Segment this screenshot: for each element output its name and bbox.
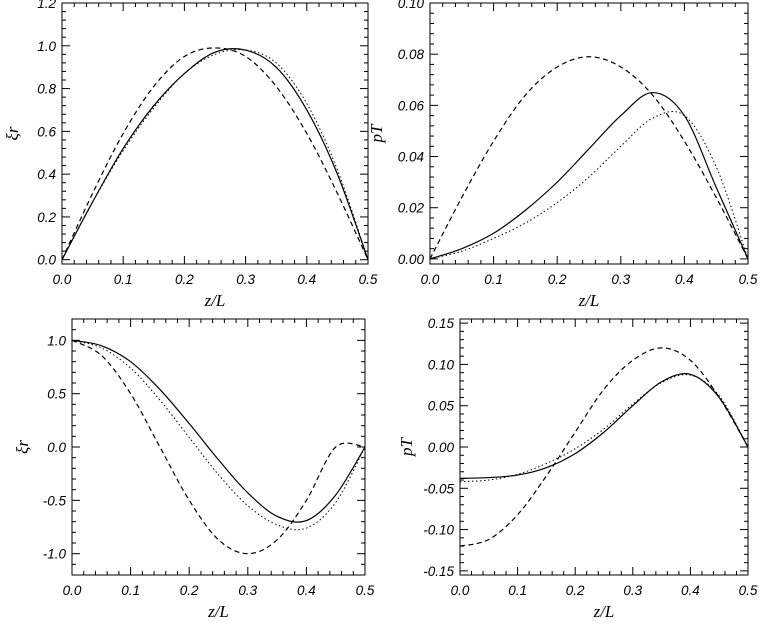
x-axis-label: z/L [578, 291, 600, 310]
solid-series-line [429, 91, 749, 260]
x-tick-label: 0.2 [180, 583, 199, 598]
x-tick-label: 0.2 [548, 272, 567, 287]
top-left-panel: 0.0 0.1 0.2 0.3 0.4 0.5 0.0 0.2 0.4 0.6 0.8 1.0 1.2 z… [3, 0, 378, 310]
x-tick-label: 0.1 [484, 272, 503, 287]
y-tick-label: 0.02 [398, 201, 425, 216]
x-tick-label: 0.5 [359, 272, 378, 287]
x-tick-label: 0.4 [681, 583, 700, 598]
x-tick-label: 0.5 [739, 272, 758, 287]
x-tick-label: 0.3 [238, 583, 257, 598]
y-tick-label: 0.10 [398, 0, 425, 11]
dotted-series-line [459, 374, 749, 483]
y-axis-label: ξr [13, 440, 32, 454]
x-tick-label: 0.3 [611, 272, 630, 287]
x-tick-label: 0.4 [297, 272, 316, 287]
x-tick-label: 0.4 [297, 583, 316, 598]
bottom-right-panel: 0.0 0.1 0.2 0.3 0.4 0.5 -0.15 -0.10 -0.05 0.00 0.0… [397, 316, 758, 621]
y-tick-label: 0.10 [428, 357, 455, 372]
y-tick-label: 0.05 [428, 399, 455, 414]
y-tick-label: 0.00 [398, 252, 425, 267]
y-axis-label: ξr [3, 126, 22, 140]
dashed-series-line [71, 339, 366, 555]
x-tick-label: 0.2 [175, 272, 194, 287]
plot-frame [61, 2, 369, 265]
plot-frame [71, 318, 366, 576]
y-tick-label: 0.6 [37, 124, 56, 139]
y-tick-label: 0.4 [37, 167, 56, 182]
x-tick-label: 0.5 [356, 583, 375, 598]
plot-frame [459, 318, 749, 576]
dotted-series-line [429, 110, 749, 260]
top-right-panel: 0.0 0.1 0.2 0.3 0.4 0.5 0.00 0.02 0.04 0.06 0.08 0.… [367, 0, 758, 310]
x-axis-label: z/L [204, 291, 226, 310]
x-tick-label: 0.3 [623, 583, 642, 598]
x-tick-label: 0.1 [508, 583, 527, 598]
y-tick-label: 0.8 [37, 82, 56, 97]
x-tick-label: 0.2 [566, 583, 585, 598]
dashed-series-line [429, 56, 749, 260]
y-tick-label: -0.10 [423, 523, 454, 538]
solid-series-line [459, 373, 749, 479]
y-tick-label: -0.15 [423, 564, 454, 579]
y-tick-label: 0.0 [37, 253, 56, 268]
y-tick-label: 0.06 [398, 98, 425, 113]
bottom-left-panel: 0.0 0.1 0.2 0.3 0.4 0.5 -1.0 -0.5 0.0 0.5 1.0 z/L ξr [13, 318, 375, 621]
y-tick-label: 0.15 [428, 316, 455, 331]
y-tick-label: 1.0 [47, 333, 66, 348]
x-tick-label: 0.1 [121, 583, 140, 598]
y-tick-label: 0.08 [398, 47, 425, 62]
solid-series-line [71, 339, 366, 523]
x-tick-label: 0.4 [675, 272, 694, 287]
x-tick-label: 0.3 [236, 272, 255, 287]
y-axis-label: pT [367, 123, 386, 144]
dotted-series-line [71, 339, 366, 531]
x-tick-label: 0.5 [739, 583, 758, 598]
x-tick-label: 0.0 [451, 583, 470, 598]
y-tick-label: -1.0 [43, 547, 67, 562]
dashed-series-line [61, 47, 369, 260]
x-tick-label: 0.0 [421, 272, 440, 287]
x-tick-label: 0.0 [63, 583, 82, 598]
y-tick-label: 1.2 [37, 0, 56, 11]
x-tick-label: 0.1 [114, 272, 133, 287]
y-tick-label: 0.0 [47, 440, 66, 455]
y-tick-label: 1.0 [37, 39, 56, 54]
y-tick-label: 0.04 [398, 150, 424, 165]
y-tick-label: 0.5 [47, 387, 66, 402]
y-axis-label: pT [397, 436, 416, 457]
dotted-series-line [61, 49, 369, 260]
y-tick-label: 0.00 [428, 440, 455, 455]
y-tick-label: 0.2 [37, 210, 56, 225]
y-tick-label: -0.5 [43, 493, 67, 508]
x-tick-label: 0.0 [53, 272, 72, 287]
y-tick-label: -0.05 [423, 481, 454, 496]
plot-frame [429, 2, 749, 265]
dashed-series-line [459, 347, 749, 547]
x-axis-label: z/L [207, 602, 229, 621]
x-axis-label: z/L [593, 602, 615, 621]
solid-series-line [61, 48, 369, 261]
